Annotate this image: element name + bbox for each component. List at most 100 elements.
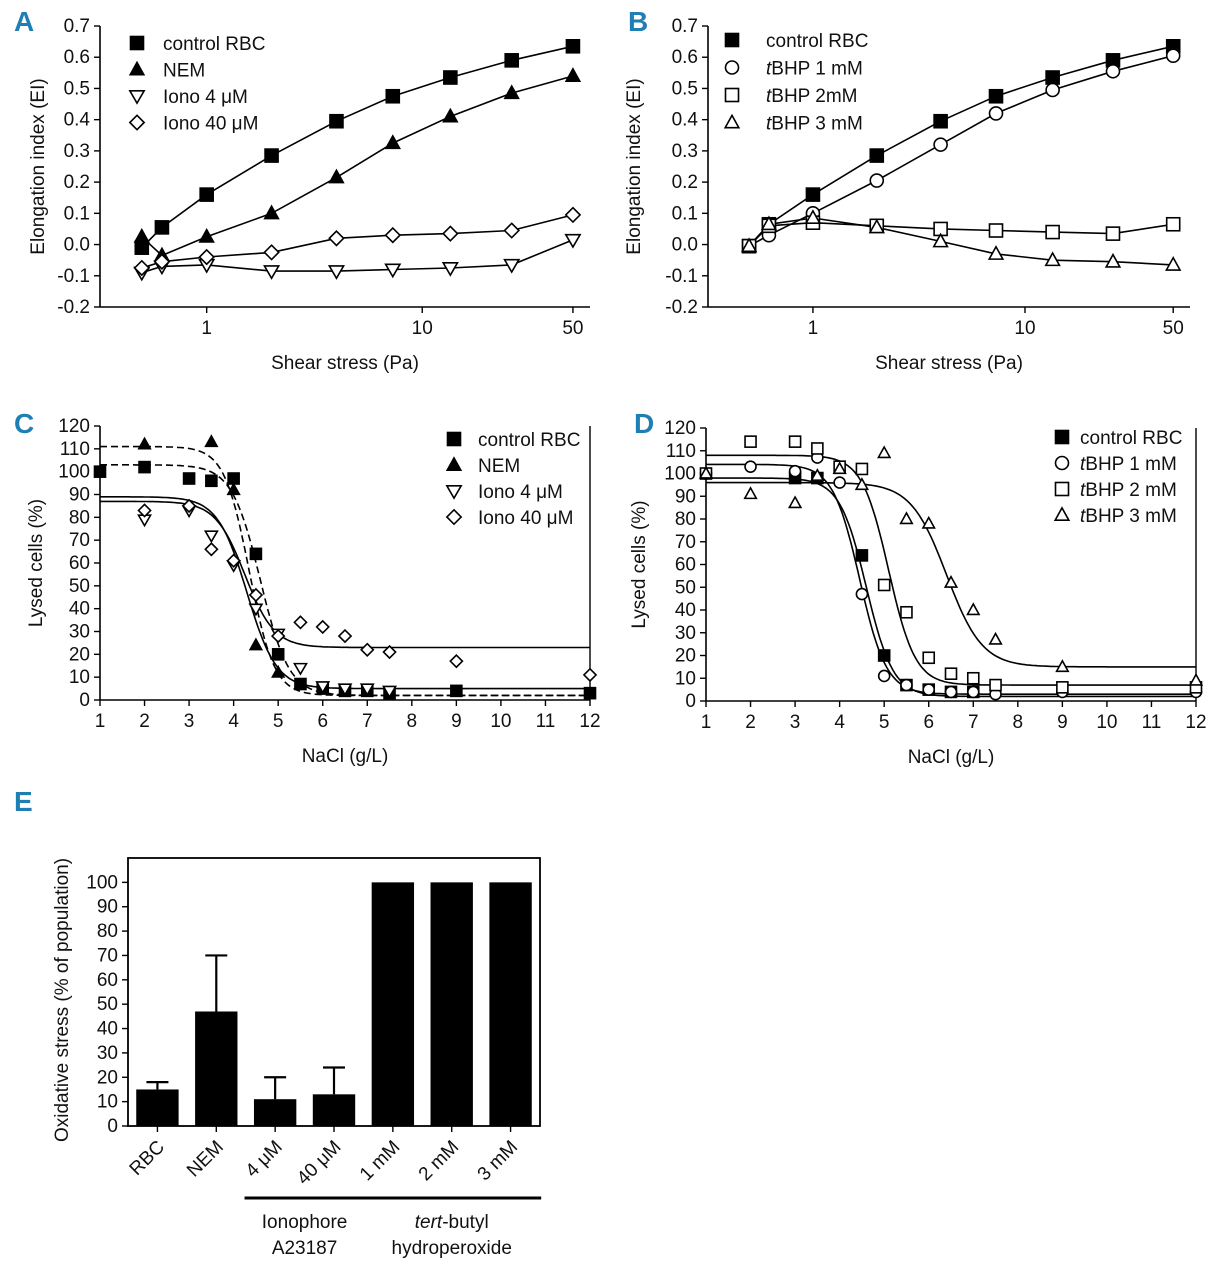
data-point-tbhp-3-mm <box>698 465 714 479</box>
data-point-iono-4-um <box>441 261 459 277</box>
y-tick-label: 0.1 <box>64 203 90 224</box>
y-axis-title: Elongation index (EI) <box>624 78 645 254</box>
data-point-control-rbc <box>205 474 218 488</box>
y-tick-label: 30 <box>69 622 90 643</box>
data-point-iono-4-um <box>315 681 331 694</box>
panel-label-c: C <box>14 408 35 439</box>
x-tick-label: 9 <box>451 711 462 732</box>
bar-3-mm <box>489 882 532 1126</box>
legend-label-tbhp-3-mm: tBHP 3 mM <box>1080 506 1177 527</box>
data-point-tbhp-3-mm <box>1188 672 1204 686</box>
data-point-control-rbc <box>93 465 107 478</box>
y-tick-label: -0.2 <box>665 297 698 318</box>
x-tick-label: 3 <box>184 711 195 732</box>
data-point-tbhp-2-mm <box>877 578 891 592</box>
y-tick-label: 50 <box>69 576 90 597</box>
x-tick-label: 2 <box>745 712 756 733</box>
x-tick-label: 10 <box>412 318 433 339</box>
x-tick-label: 8 <box>407 711 418 732</box>
x-tick-label: 1 <box>808 318 819 339</box>
y-tick-label: 40 <box>97 1019 118 1040</box>
legend-marker-iono-40-um <box>445 508 463 526</box>
data-point-control-rbc <box>385 88 401 104</box>
x-axis-title: Shear stress (Pa) <box>271 353 419 374</box>
legend-label-tbhp-2mm: tBHP 2mM <box>766 86 858 107</box>
data-point-control-rbc <box>877 649 891 662</box>
data-point-control-rbc <box>450 684 463 698</box>
x-tick-label: 6 <box>923 712 934 733</box>
panel-b: -0.2 -0.1 0.0 0.1 0.2 0.3 0.4 0.5 0.6 0.7 1 10 50 She… <box>624 16 1190 374</box>
data-point-nem <box>137 436 152 450</box>
data-point-tbhp-3-mm <box>987 245 1005 260</box>
legend-label-tbhp-1-mm: tBHP 1 mM <box>766 59 863 80</box>
x-axis-title: NaCl (g/L) <box>302 746 389 767</box>
data-point-control-rbc <box>264 148 279 163</box>
data-point-control-rbc <box>805 187 821 202</box>
data-point-iono-4-um <box>263 265 281 280</box>
y-tick-label: 0.6 <box>672 47 698 68</box>
y-tick-label: 90 <box>97 897 118 918</box>
y-tick-label: 70 <box>675 532 696 553</box>
y-tick-label: 0.6 <box>64 47 90 68</box>
data-point-tbhp-1-mm <box>869 173 885 188</box>
data-point-iono-4-um <box>382 685 397 699</box>
category-label-3-mm: 3 mM <box>474 1137 522 1185</box>
x-axis-title: Shear stress (Pa) <box>875 353 1023 374</box>
legend-label-iono-40-um: Iono 40 μM <box>478 508 573 529</box>
group-label-ionophore: Ionophore <box>262 1212 348 1233</box>
data-point-iono-40-um <box>360 642 375 657</box>
y-tick-label: 0.7 <box>64 16 90 37</box>
data-point-tbhp-2mm <box>1105 226 1121 241</box>
y-tick-label: 10 <box>69 667 90 688</box>
legend-label-nem: NEM <box>163 61 205 82</box>
legend-marker-tbhp-3-mm <box>1053 506 1071 522</box>
y-tick-label: 0 <box>107 1116 118 1137</box>
x-tick-label: 9 <box>1057 712 1068 733</box>
legend-label-iono-4-um: Iono 4 μM <box>163 87 248 108</box>
x-tick-label: 4 <box>228 711 239 732</box>
y-tick-label: 10 <box>97 1092 118 1113</box>
legend: control RBC NEM Iono 4 μM Iono 40 μM <box>445 430 580 529</box>
data-point-iono-40-um <box>337 628 353 644</box>
legend: control RBC tBHP 1 mM tBHP 2 mM tBHP 3 mM <box>1053 428 1182 527</box>
data-point-tbhp-3-mm <box>921 515 936 529</box>
data-point-iono-40-um <box>263 244 280 261</box>
data-point-nem <box>503 84 520 100</box>
data-point-tbhp-2-mm <box>966 671 980 685</box>
data-point-tbhp-3-mm <box>966 602 981 616</box>
data-point-tbhp-2-mm <box>989 678 1002 692</box>
y-tick-label: -0.2 <box>57 297 90 318</box>
panel-label-d: D <box>634 408 655 439</box>
data-point-tbhp-2-mm <box>788 435 802 448</box>
x-tick-label: 50 <box>1163 318 1184 339</box>
y-tick-label: 120 <box>58 416 90 437</box>
y-tick-label: 100 <box>58 462 90 483</box>
data-point-nem <box>564 67 582 82</box>
x-tick-label: 5 <box>273 711 284 732</box>
y-tick-label: 60 <box>97 970 118 991</box>
legend-marker-control-rbc <box>724 32 740 48</box>
data-point-tbhp-2-mm <box>922 651 936 665</box>
data-point-tbhp-1-mm <box>922 683 936 696</box>
data-point-control-rbc <box>249 547 263 561</box>
data-point-iono-40-um <box>198 248 215 266</box>
data-point-control-rbc <box>1045 70 1060 85</box>
legend: control RBC NEM Iono 4 μM Iono 40 μM <box>128 34 265 135</box>
legend-label-iono-40-um: Iono 40 μM <box>163 114 258 135</box>
data-point-tbhp-3-mm <box>832 461 847 475</box>
data-point-nem <box>226 482 241 496</box>
x-tick-label: 12 <box>1185 712 1206 733</box>
legend-marker-control-rbc <box>446 431 462 447</box>
y-tick-label: 0.3 <box>672 141 698 162</box>
y-tick-label: 60 <box>675 555 696 576</box>
data-point-control-rbc <box>504 53 520 68</box>
data-point-control-rbc <box>988 88 1004 104</box>
y-axis-title: Oxidative stress (% of population) <box>52 858 73 1142</box>
data-point-tbhp-1-mm <box>833 476 846 489</box>
y-tick-label: 0.0 <box>64 235 90 256</box>
data-point-tbhp-1-mm <box>788 464 802 478</box>
x-tick-label: 6 <box>317 711 328 732</box>
data-point-control-rbc <box>869 148 885 163</box>
y-tick-label: 80 <box>675 509 696 530</box>
